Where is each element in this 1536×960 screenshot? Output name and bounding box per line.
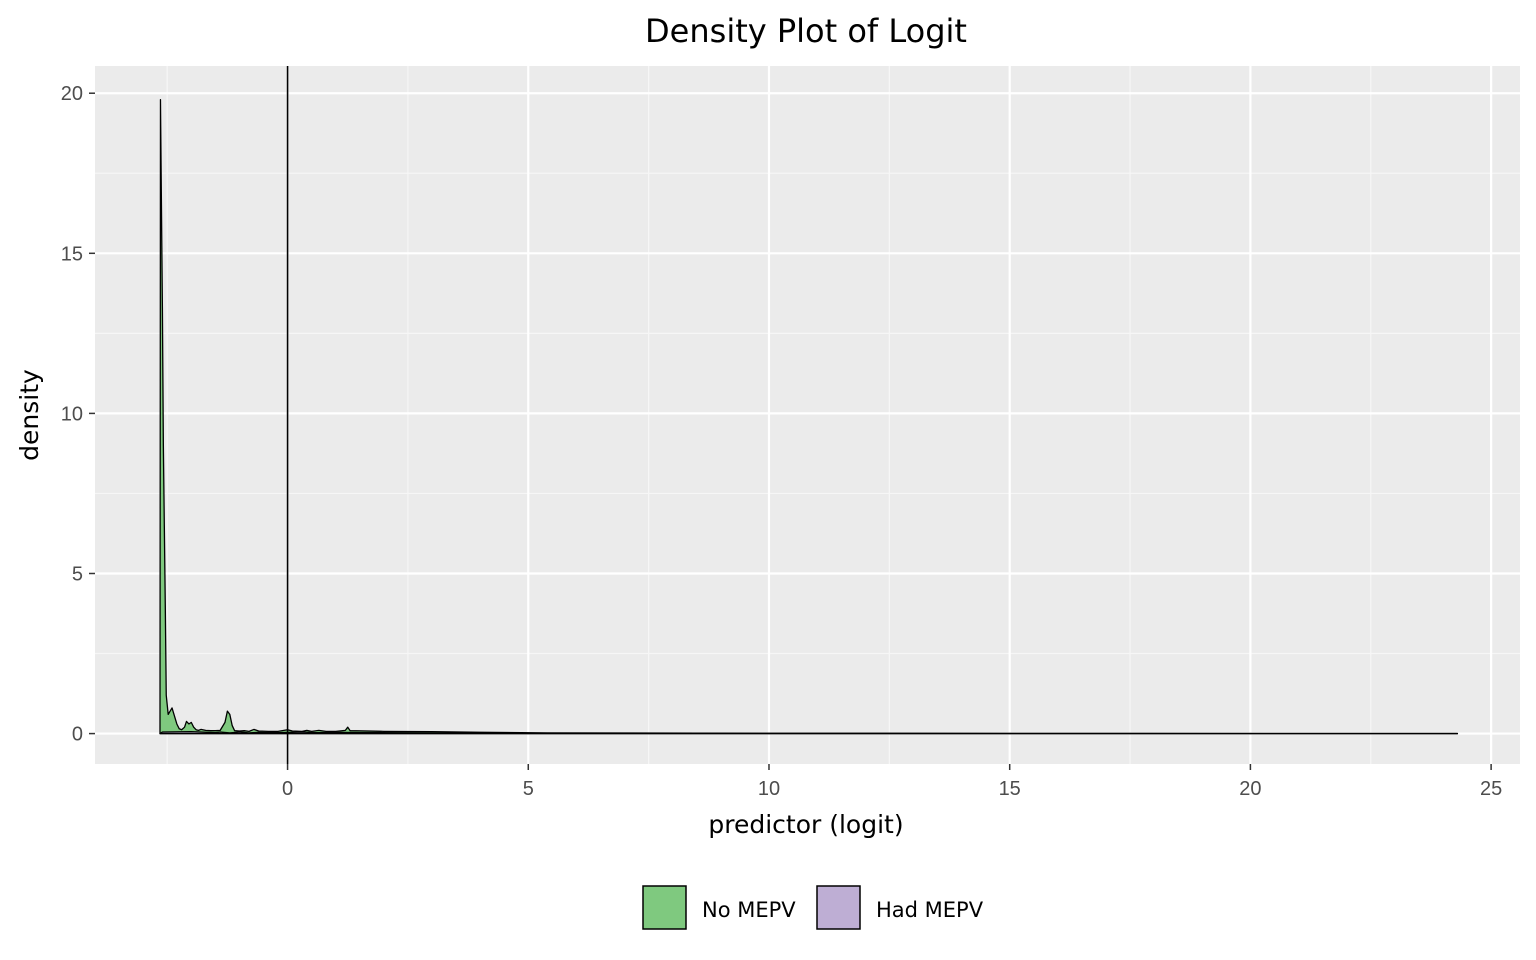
y-axis-ticks: 0 5 10 15 20: [61, 83, 95, 746]
x-tick-label: 15: [999, 778, 1021, 800]
legend-key-no-mepv: [642, 885, 687, 930]
x-tick-label: 5: [523, 778, 534, 800]
x-tick-label: 0: [282, 778, 293, 800]
chart-title: Density Plot of Logit: [645, 12, 967, 50]
x-tick-label: 25: [1480, 778, 1502, 800]
y-tick-label: 0: [72, 724, 83, 746]
legend-label-had-mepv: Had MEPV: [876, 898, 984, 922]
legend-label-no-mepv: No MEPV: [702, 898, 796, 922]
x-tick-label: 20: [1239, 778, 1261, 800]
y-axis-title: density: [15, 369, 44, 461]
density-areas: [159, 98, 1459, 735]
y-tick-label: 15: [61, 243, 83, 265]
density-area-no-mepv: [159, 98, 1459, 735]
plot-panel: [95, 66, 1520, 764]
legend: No MEPV Had MEPV: [642, 885, 984, 930]
density-area-had-mepv: [159, 731, 1459, 735]
y-tick-label: 5: [72, 563, 83, 585]
x-axis-title: predictor (logit): [708, 810, 903, 839]
y-tick-label: 20: [61, 83, 83, 105]
minor-gridlines: [95, 66, 1520, 764]
x-tick-label: 10: [758, 778, 780, 800]
legend-key-had-mepv: [816, 885, 861, 930]
x-axis-ticks: 0 5 10 15 20 25: [282, 764, 1502, 800]
y-tick-label: 10: [61, 403, 83, 425]
